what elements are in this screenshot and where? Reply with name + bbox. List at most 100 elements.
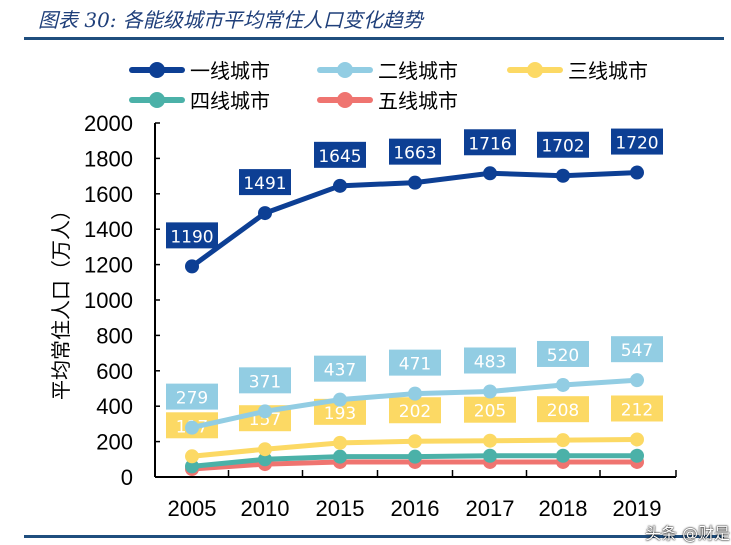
data-point [185,449,199,464]
legend-item: 五线城市 [317,89,458,113]
y-tick-label: 200 [96,430,133,455]
data-point [408,449,422,464]
data-label-box [537,396,589,423]
data-label: 205 [474,402,506,422]
data-label: 1720 [615,134,658,154]
series-三线城市: 117157193202205208212 [166,395,663,464]
data-label-box [314,355,366,382]
data-label: 193 [324,404,356,424]
legend-marker [149,62,165,78]
x-tick-label: 2005 [168,496,217,521]
data-label-box [611,395,663,422]
data-label: 520 [547,346,579,366]
data-point [556,433,570,448]
data-label-box [389,349,441,376]
y-tick-label: 0 [121,465,133,490]
data-label: 212 [621,400,653,420]
y-tick-label: 1400 [84,217,133,242]
y-tick-label: 2000 [84,111,133,136]
data-label-box [464,396,516,423]
data-label-box [611,336,663,363]
y-tick-label: 1800 [84,146,133,171]
legend-item: 四线城市 [129,89,270,113]
data-point [408,434,422,449]
data-label-box [537,340,589,367]
x-tick-label: 2017 [466,496,515,521]
data-label: 547 [621,341,653,361]
figure-title: 图表 30: 各能级城市平均常住人口变化趋势 [38,8,423,32]
legend-item: 二线城市 [317,59,458,83]
bottom-divider [24,535,724,538]
data-point [333,392,347,407]
data-point [630,165,644,180]
data-label: 208 [547,401,579,421]
x-tick-label: 2016 [391,496,440,521]
y-tick-label: 400 [96,394,133,419]
y-tick-label: 600 [96,359,133,384]
series-一线城市: 1190 1491 1645 1663 1716 1702 1720 [166,128,663,274]
data-label: 1716 [468,134,511,154]
y-tick-label: 800 [96,323,133,348]
data-label-box [464,347,516,374]
top-divider [24,37,724,40]
y-tick-label: 1200 [84,253,133,278]
data-point [258,404,272,419]
data-label-box [166,383,218,410]
data-point [483,166,497,181]
y-tick-label: 1000 [84,288,133,313]
legend-item: 三线城市 [507,59,648,83]
data-point [556,168,570,183]
legend-label: 二线城市 [378,59,458,83]
data-label: 1645 [318,147,361,167]
data-point [483,384,497,399]
data-point [333,435,347,450]
data-point [333,178,347,193]
data-label-box [314,141,366,168]
x-tick-label: 2010 [241,496,290,521]
legend-marker [337,62,353,78]
data-label-box [389,138,441,165]
data-point [185,259,199,274]
data-point [630,448,644,463]
data-label: 1190 [170,227,213,247]
data-label-box [464,129,516,156]
legend-label: 五线城市 [378,89,458,113]
y-axis-label: 平均常住人口（万人） [49,200,73,400]
legend-label: 一线城市 [190,59,270,83]
data-label-box [166,222,218,249]
data-label-box [239,367,291,394]
data-point [258,452,272,467]
series-二线城市: 279 371 437 471 483 520 547 [166,336,663,435]
legend-label: 四线城市 [190,89,270,113]
data-point [630,373,644,388]
data-point [185,459,199,474]
data-label-box [611,128,663,155]
data-point [556,377,570,392]
data-label-box [537,131,589,158]
legend-marker [527,62,543,78]
data-label: 1663 [393,144,436,164]
data-label: 371 [249,372,281,392]
data-label: 471 [399,355,431,375]
data-label-box [389,397,441,424]
data-label: 437 [324,361,356,381]
x-tick-label: 2018 [539,496,588,521]
data-point [258,206,272,221]
data-label: 279 [176,389,208,409]
data-point [556,448,570,463]
series-四线城市 [185,448,644,474]
data-label: 1702 [541,137,584,157]
data-point [333,449,347,464]
data-point [408,175,422,190]
y-tick-label: 1600 [84,182,133,207]
data-point [483,448,497,463]
x-tick-label: 2015 [316,496,365,521]
data-point [258,442,272,457]
data-point [483,433,497,448]
x-tick-label: 2019 [613,496,662,521]
legend-label: 三线城市 [568,59,648,83]
data-label: 202 [399,402,431,422]
data-label: 483 [474,353,506,373]
